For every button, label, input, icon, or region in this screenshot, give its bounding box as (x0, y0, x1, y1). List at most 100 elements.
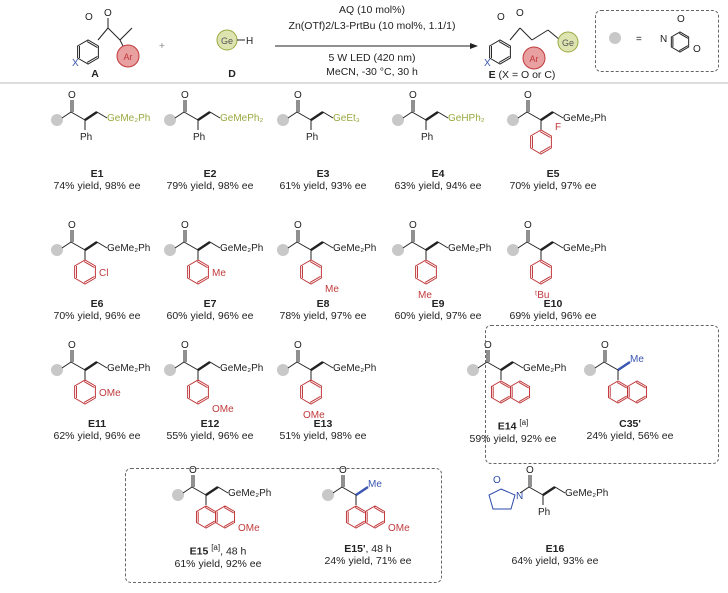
compound-label: E5 (546, 168, 560, 180)
substrate-placeholder-dot (51, 114, 63, 126)
aryl-ring (187, 379, 209, 405)
wedge-bond (197, 110, 211, 122)
aryl-ring (300, 259, 322, 285)
oxygen-atom: O (493, 475, 501, 486)
substrate-placeholder-dot (164, 364, 176, 376)
substituent-label: OMe (303, 410, 325, 421)
substrate-placeholder-dot (277, 114, 289, 126)
compound-label: E13 (313, 418, 333, 430)
double-bond (539, 275, 551, 283)
reaction-time: , 48 h (220, 545, 247, 558)
oxazolidinone-ring (489, 39, 511, 65)
double-bond (635, 395, 646, 402)
oxygen-atom: O (294, 220, 302, 231)
bond (209, 241, 221, 249)
compound-e2: E2 79% yield, 98% ee (167, 168, 254, 192)
bond (296, 361, 312, 371)
aryl-ring (74, 379, 96, 405)
phenyl-label: Ph (80, 132, 92, 143)
oxygen-atom: O (524, 220, 532, 231)
compound-label: E12 (200, 418, 220, 430)
double-bond (83, 275, 95, 283)
wedge-bond (540, 240, 554, 252)
substituent-label: F (555, 122, 561, 133)
wedge-bond (310, 110, 324, 122)
germyl-group-label: GeMe₂Ph (220, 243, 263, 254)
substrate-placeholder-dot (51, 364, 63, 376)
substituent-label: Me (418, 290, 432, 301)
compound-e15: E15 [a], 48 h 61% yield, 92% ee (175, 543, 262, 570)
germyl-group-label: GeMe₂Ph (563, 243, 606, 254)
double-bond (373, 520, 384, 527)
substituent-label: Cl (99, 268, 108, 279)
substituent-label: OMe (99, 388, 121, 399)
aryl-ring (74, 259, 96, 285)
compound-label: E6 (90, 298, 104, 310)
oxygen-atom: O (294, 90, 302, 101)
bond (182, 486, 193, 494)
condition-catalyst: AQ (10 mol%) (339, 4, 405, 16)
oxygen-atom: O (497, 12, 505, 23)
double-bond (616, 395, 627, 402)
condition-light: 5 W LED (420 nm) (328, 52, 416, 64)
germyl-group-label: GeMe₂Ph (228, 488, 271, 499)
x-atom: X (72, 58, 79, 69)
compound-label: E15 (189, 545, 209, 558)
bond (287, 111, 298, 119)
oxygen-atom: O (339, 465, 347, 476)
compound-label: C35' (619, 418, 641, 430)
substrate-placeholder-dot (467, 364, 479, 376)
compound-label: E16 (545, 543, 565, 555)
nitrogen-atom: N (660, 34, 667, 45)
yield-ee: 62% yield, 96% ee (53, 430, 141, 442)
bond (70, 111, 86, 121)
compound-label: E15' (344, 543, 366, 555)
double-bond (83, 261, 95, 269)
bond (183, 361, 199, 371)
oxygen-atom: O (85, 12, 93, 23)
yield-ee: 79% yield, 98% ee (166, 180, 254, 192)
germyl-group-label: GeMe₂Ph (220, 363, 263, 374)
oxygen-atom: O (181, 90, 189, 101)
bond (554, 486, 566, 494)
oxygen-atom: O (677, 14, 685, 25)
double-bond (86, 55, 98, 63)
bond (594, 361, 605, 369)
bond (96, 111, 108, 119)
phenyl-label: Ph (193, 132, 205, 143)
bond (526, 111, 542, 121)
bond (509, 27, 521, 41)
substrate-placeholder-dot (277, 244, 289, 256)
bond (183, 241, 199, 251)
pyrrolidinone-ring (488, 488, 516, 510)
compound-e9: E9 60% yield, 97% ee (395, 298, 482, 322)
substrate-placeholder-dot (584, 364, 596, 376)
wedge-bond (425, 110, 439, 122)
bond (61, 361, 72, 369)
oxygen-atom: O (68, 340, 76, 351)
double-bond (309, 261, 321, 269)
double-bond (309, 395, 321, 403)
compound-e14: E14 [a] 59% yield, 92% ee (470, 418, 557, 445)
wedge-bond (310, 240, 324, 252)
double-bond (518, 395, 529, 402)
bond (411, 241, 427, 251)
double-bond (498, 55, 510, 63)
oxygen-atom: O (181, 340, 189, 351)
aryl-ring (530, 259, 552, 285)
equals-sign: = (636, 34, 642, 45)
bond (322, 111, 334, 119)
yield-ee: 61% yield, 92% ee (174, 557, 262, 570)
bond (603, 361, 619, 371)
compound-e16: E16 64% yield, 93% ee (512, 543, 599, 567)
methyl-bond (355, 485, 369, 497)
naphthyl-comparison-box (485, 325, 719, 464)
bond (287, 241, 298, 249)
bond (174, 241, 185, 249)
bond (209, 111, 221, 119)
yield-ee: 24% yield, 71% ee (324, 555, 412, 567)
wedge-bond (84, 110, 98, 122)
bond (517, 241, 528, 249)
wedge-bond (425, 240, 439, 252)
double-bond (499, 382, 510, 389)
